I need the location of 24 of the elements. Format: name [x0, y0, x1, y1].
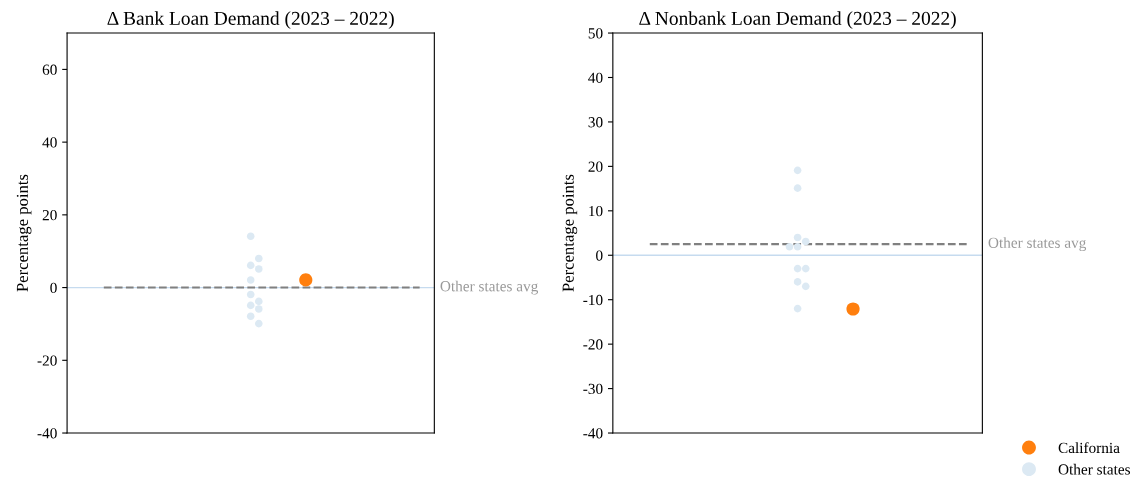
y-tick-label: 30 [588, 117, 603, 128]
y-tick-label: 40 [42, 137, 57, 148]
legend-label: Other states [1058, 463, 1131, 475]
legend-label: California [1058, 442, 1120, 454]
y-tick-label: 60 [42, 64, 57, 75]
y-tick-label: 0 [50, 282, 57, 294]
y-tick-label: 0 [596, 250, 603, 261]
y-tick-label: -40 [583, 428, 603, 439]
ref-line-label: Other states avg [988, 237, 1087, 252]
y-axis-title: Percentage points [16, 174, 32, 292]
y-tick-label: -40 [37, 428, 57, 439]
y-tick-label: -20 [583, 339, 603, 350]
y-tick-label: 20 [42, 210, 57, 221]
y-tick-label: -20 [37, 355, 57, 366]
y-tick-label: 40 [588, 72, 603, 83]
y-tick-label: 20 [588, 161, 603, 172]
y-tick-label: -10 [583, 294, 603, 306]
y-axis-title: Percentage points [562, 174, 578, 292]
y-tick-label: -30 [583, 383, 603, 395]
ref-line-label: Other states avg [440, 280, 539, 295]
y-tick-label: 10 [589, 205, 603, 217]
y-tick-label: 50 [588, 28, 603, 39]
chart-title: Δ Bank Loan Demand (2023 – 2022) [107, 11, 394, 29]
chart-title: Δ Nonbank Loan Demand (2023 – 2022) [639, 11, 956, 29]
